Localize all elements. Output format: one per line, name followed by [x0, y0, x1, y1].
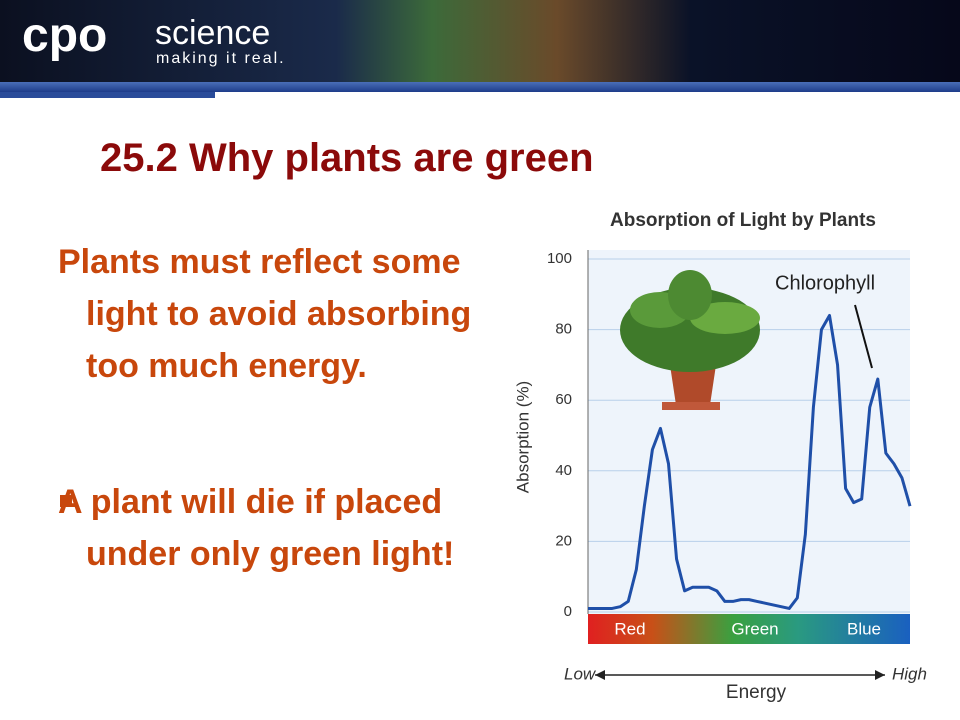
- spectrum-bar: [588, 614, 910, 644]
- y-tick-label: 60: [555, 391, 572, 408]
- annotation: Chlorophyll: [775, 272, 875, 294]
- y-tick-label: 80: [555, 321, 572, 338]
- y-axis-label: Absorption (%): [513, 381, 532, 493]
- paragraph: Plants must reflect some light to avoid …: [58, 243, 472, 385]
- brand: cpo: [22, 9, 108, 62]
- plant: [620, 270, 760, 410]
- band-label: Red: [614, 619, 645, 638]
- chart-title: Absorption of Light by Plants: [610, 210, 876, 231]
- header-stripe-accent: [0, 92, 215, 98]
- line-series: [588, 313, 912, 610]
- band-label: Green: [731, 619, 778, 638]
- y-tick-label: 0: [564, 603, 572, 620]
- bullet: A plant will die if placed under only gr…: [58, 483, 455, 573]
- annotation-line: [854, 304, 873, 369]
- y-tick-label: 100: [547, 250, 572, 267]
- brand-suffix: science: [155, 14, 271, 52]
- x-high-label: High: [892, 664, 927, 683]
- x-low-label: Low: [564, 664, 597, 683]
- header-stripe: [0, 82, 960, 92]
- band-label: Blue: [847, 619, 881, 638]
- x-axis-label: Energy: [726, 682, 787, 703]
- header-banner: [0, 0, 960, 82]
- y-tick-label: 20: [555, 532, 572, 549]
- y-tick-label: 40: [555, 462, 572, 479]
- tagline: making it real.: [156, 50, 286, 67]
- bullet-marker: [60, 495, 72, 507]
- slide-title: 25.2 Why plants are green: [100, 136, 594, 180]
